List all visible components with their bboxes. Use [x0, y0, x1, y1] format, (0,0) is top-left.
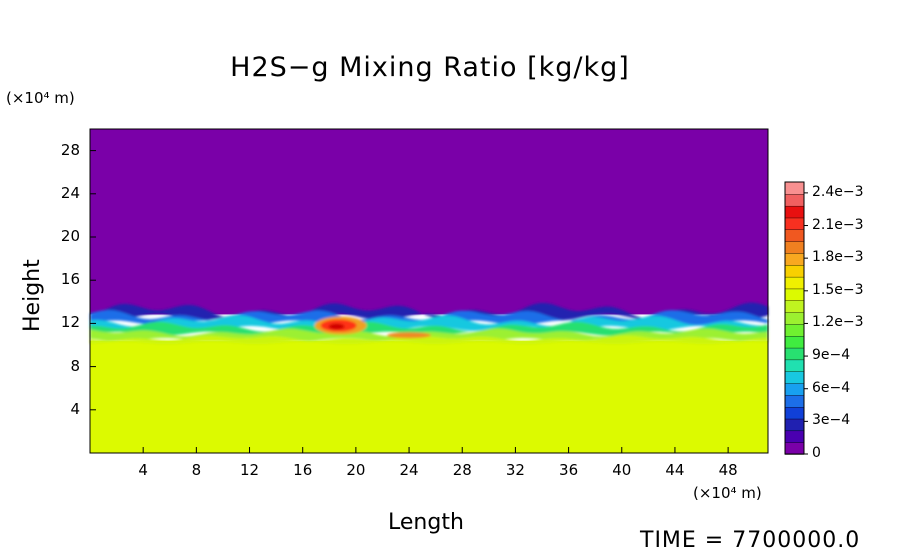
- x-tick-label: 40: [612, 461, 632, 479]
- colorbar-segment: [784, 252, 805, 266]
- colorbar-segment: [784, 406, 805, 420]
- chart-title: H2S−g Mixing Ratio [kg/kg]: [230, 52, 630, 83]
- peak-max: [328, 323, 345, 330]
- colorbar-tick-label: 2.4e−3: [812, 183, 864, 200]
- x-tick-label: 32: [505, 461, 525, 479]
- colorbar-tick-label: 1.8e−3: [812, 249, 864, 266]
- x-axis-label: Length: [388, 510, 464, 535]
- colorbar-segment: [784, 193, 805, 207]
- x-tick-label: 28: [452, 461, 472, 479]
- y-tick-label: 12: [60, 313, 80, 332]
- colorbar-segment: [784, 217, 805, 231]
- y-tick-label: 16: [60, 270, 80, 289]
- y-tick-label: 20: [60, 227, 80, 245]
- colorbar-segment: [784, 394, 805, 408]
- mixing-band: [90, 321, 768, 336]
- colorbar-tick-label: 3e−4: [812, 412, 851, 429]
- colorbar-segment: [784, 264, 805, 278]
- colorbar-segment: [784, 418, 805, 432]
- x-tick-label: 24: [399, 461, 419, 479]
- colorbar-segment: [784, 441, 805, 455]
- colorbar-segment: [784, 382, 805, 396]
- colorbar-segment: [784, 335, 805, 349]
- colorbar-segment: [784, 371, 805, 384]
- lower-region: [90, 340, 768, 453]
- colorbar-segment: [784, 276, 805, 290]
- x-tick-label: 36: [559, 461, 579, 479]
- mixing-layer: [90, 302, 768, 344]
- colorbar-segment: [784, 300, 805, 313]
- y-tick-label: 24: [60, 183, 80, 202]
- secondary-patch: [387, 332, 432, 339]
- colorbar-segment: [784, 311, 805, 325]
- colorbar-segment: [784, 229, 805, 242]
- colorbar-tick-label: 1.2e−3: [812, 314, 864, 331]
- x-tick-label: 20: [346, 461, 366, 479]
- x-tick-label: 8: [191, 461, 202, 479]
- mixing-band: [90, 315, 768, 331]
- colorbar-segment: [784, 430, 805, 443]
- colorbar-tick-label: 9e−4: [812, 347, 851, 364]
- x-axis-unit: (×10⁴ m): [693, 484, 762, 502]
- x-tick-label: 16: [293, 461, 313, 479]
- colorbar-segment: [784, 181, 805, 195]
- colorbar-tick-label: 1.5e−3: [812, 281, 864, 298]
- upper-region: [90, 129, 768, 315]
- colorbar-segment: [784, 323, 805, 337]
- y-axis-unit: (×10⁴ m): [6, 89, 75, 107]
- colorbar-segment: [784, 240, 805, 254]
- y-tick-label: 8: [70, 356, 80, 375]
- colorbar-tick-label: 0: [812, 445, 821, 461]
- colorbar-tick-label: 6e−4: [812, 379, 851, 396]
- mixing-band: [90, 335, 768, 344]
- x-tick-label: 44: [665, 461, 685, 479]
- colorbar-frame: [784, 181, 805, 455]
- x-tick-label: 48: [718, 461, 738, 479]
- colorbar-segment: [784, 205, 805, 219]
- colorbar-tick-label: 2.1e−3: [812, 216, 864, 233]
- colorbar-segment: [784, 359, 805, 372]
- colorbar-segment: [784, 347, 805, 361]
- colorbar-segment: [784, 288, 805, 301]
- y-tick-label: 28: [60, 140, 80, 159]
- plot-frame: [89, 128, 769, 454]
- x-tick-label: 12: [239, 461, 260, 479]
- x-tick-label: 4: [138, 461, 148, 479]
- colorbar: [784, 181, 808, 455]
- y-tick-label: 4: [70, 399, 80, 418]
